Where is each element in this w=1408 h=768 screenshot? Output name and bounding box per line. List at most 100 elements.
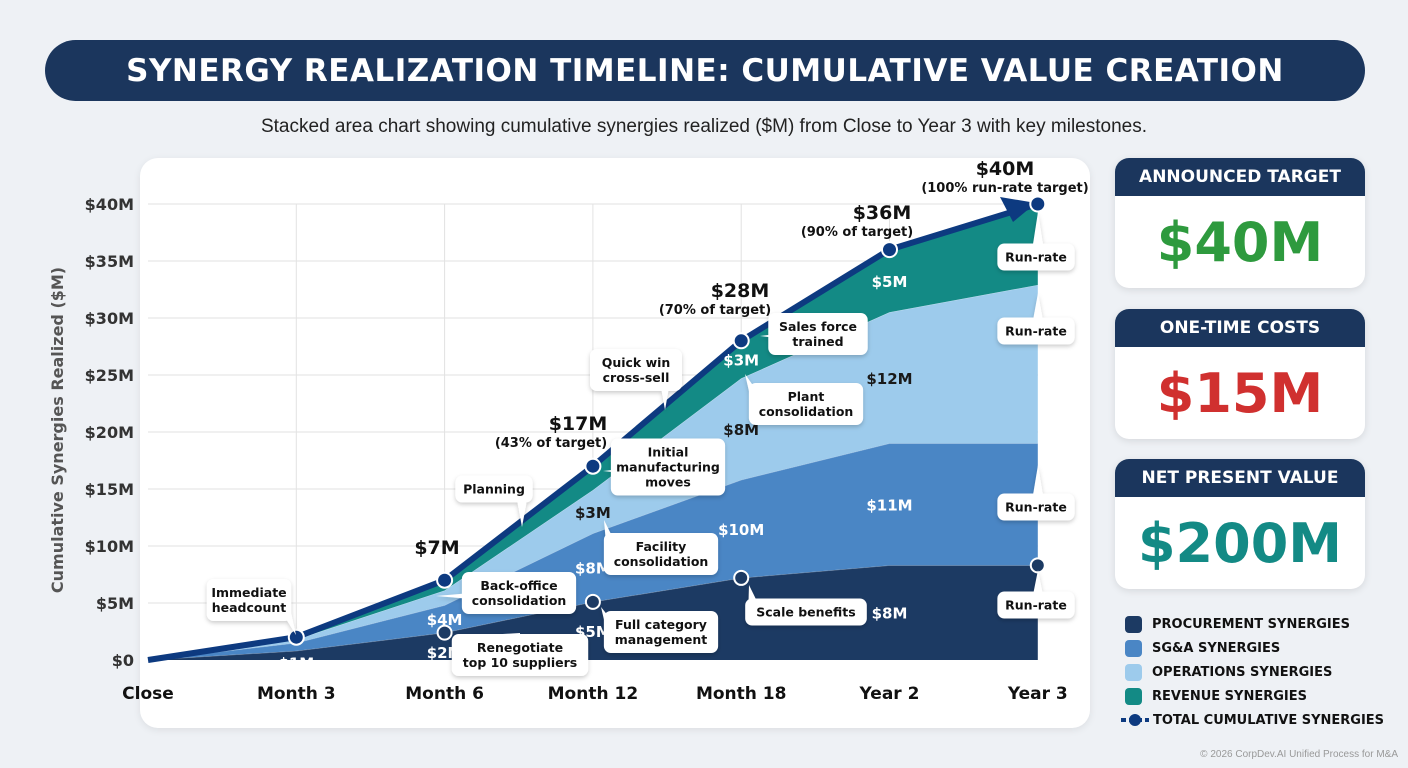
callout-box (610, 438, 726, 496)
callout-box (997, 243, 1075, 271)
callout-text: management (615, 632, 708, 647)
procurement-milestone-marker (436, 624, 453, 641)
announced-target-card: ANNOUNCED TARGET $40M (1115, 158, 1365, 288)
y-tick-label: $10M (85, 537, 134, 556)
callout-annotation (997, 570, 1075, 619)
callout-text: consolidation (614, 554, 709, 569)
y-tick-label: $30M (85, 309, 134, 328)
callout-text: Plant (788, 389, 825, 404)
callout-text: trained (792, 334, 843, 349)
callout-text: Run-rate (1005, 500, 1067, 515)
milestone-value: $7M (414, 537, 459, 559)
swatch (1125, 687, 1142, 705)
milestone-note: (70% of target) (659, 303, 771, 318)
callout-text: Run-rate (1005, 324, 1067, 339)
callout-annotation (745, 374, 864, 425)
callout-annotation (997, 465, 1075, 521)
card-value: $40M (1156, 210, 1324, 274)
callout-text: Facility (636, 539, 687, 554)
y-axis-label: Cumulative Synergies Realized ($M) (48, 267, 67, 593)
callout-text: Initial (648, 445, 689, 460)
legend-item-revenue: REVENUE SYNERGIES (1125, 684, 1384, 708)
callout-box (590, 349, 682, 391)
area-operations-synergies (148, 284, 1038, 660)
card-label: NET PRESENT VALUE (1115, 459, 1365, 497)
swatch (1125, 663, 1142, 681)
callout-annotation (590, 349, 682, 410)
x-tick-label: Month 6 (405, 684, 484, 704)
callout-text: Back-office (480, 578, 557, 593)
x-tick-label: Month 18 (696, 684, 787, 704)
callout-box (451, 634, 589, 676)
legend-item-operations: OPERATIONS SYNERGIES (1125, 660, 1384, 684)
callout-box (206, 579, 292, 621)
total-marker (287, 628, 305, 646)
y-tick-label: $25M (85, 366, 134, 385)
y-tick-label: $0 (112, 651, 134, 670)
callout-text: consolidation (759, 404, 854, 419)
callout-box (768, 313, 868, 355)
y-tick-label: $15M (85, 480, 134, 499)
milestone-value: $40M (976, 158, 1035, 180)
legend-item-procurement: PROCUREMENT SYNERGIES (1125, 612, 1384, 636)
milestone-value: $28M (711, 280, 770, 302)
callout-text: Run-rate (1005, 250, 1067, 265)
npv-card: NET PRESENT VALUE $200M (1115, 459, 1365, 589)
total-marker (584, 457, 602, 475)
callout-text: cross-sell (603, 370, 670, 385)
callout-annotation (451, 633, 589, 676)
callout-annotation (760, 313, 868, 355)
total-marker (436, 571, 454, 589)
callout-box (461, 572, 577, 614)
legend-label: PROCUREMENT SYNERGIES (1152, 616, 1350, 632)
callout-box (603, 533, 719, 575)
segment-value-label: $10M (718, 521, 764, 539)
milestone-note: (100% run-rate target) (921, 181, 1088, 196)
total-marker (1029, 195, 1047, 213)
callout-text: headcount (212, 600, 287, 615)
segment-value-label: $5M (872, 273, 908, 291)
legend-item-total: TOTAL CUMULATIVE SYNERGIES (1121, 708, 1385, 732)
legend-label: TOTAL CUMULATIVE SYNERGIES (1153, 712, 1385, 728)
callout-text: moves (645, 475, 691, 490)
callout-text: top 10 suppliers (463, 655, 578, 670)
swatch (1125, 615, 1142, 633)
x-tick-label: Month 12 (548, 684, 639, 704)
page-subtitle: Stacked area chart showing cumulative sy… (260, 116, 1147, 137)
callout-box (745, 598, 867, 626)
segment-value-label: $1M (278, 654, 314, 672)
total-marker (881, 241, 898, 259)
page-title: SYNERGY REALIZATION TIMELINE: CUMULATIVE… (45, 40, 1365, 101)
segment-value-label: $3M (575, 504, 611, 522)
x-tick-label: Close (122, 684, 174, 704)
milestone-value: $36M (853, 202, 912, 224)
callout-box (455, 475, 533, 503)
x-tick-label: Year 2 (859, 684, 920, 704)
callout-box (603, 611, 719, 653)
callout-text: Renegotiate (477, 640, 563, 655)
procurement-runrate-marker (1029, 557, 1046, 574)
segment-value-label: $11M (866, 496, 912, 514)
callout-annotation (603, 520, 719, 575)
legend-label: SG&A SYNERGIES (1152, 640, 1281, 656)
callout-text: Planning (463, 482, 525, 497)
callout-annotation (206, 579, 296, 635)
card-value: $200M (1137, 511, 1343, 575)
callout-text: Sales force (779, 319, 857, 334)
procurement-milestone-marker (584, 593, 601, 610)
callout-annotation (436, 572, 577, 614)
callout-text: Run-rate (1005, 598, 1067, 613)
callout-box (997, 493, 1075, 521)
callout-annotation (997, 293, 1075, 345)
callout-text: Scale benefits (756, 605, 855, 620)
y-tick-label: $5M (96, 594, 134, 613)
callout-box (748, 383, 864, 425)
callout-annotation (997, 212, 1075, 271)
callout-text: manufacturing (616, 460, 720, 475)
card-label: ONE-TIME COSTS (1115, 309, 1365, 347)
y-tick-label: $40M (85, 195, 134, 214)
callout-text: Immediate (211, 585, 286, 600)
callout-annotation (745, 585, 867, 626)
callout-box (997, 317, 1075, 345)
swatch (1125, 639, 1142, 657)
